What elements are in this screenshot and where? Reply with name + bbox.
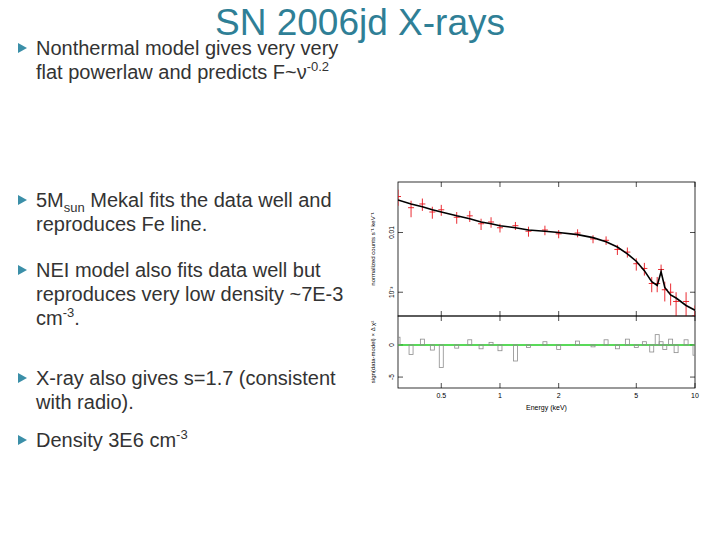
residual-bar bbox=[430, 345, 434, 350]
residual-bar bbox=[398, 337, 400, 345]
x-tick bbox=[636, 182, 637, 316]
residual-bar bbox=[455, 345, 459, 348]
residual-bar bbox=[409, 345, 413, 355]
plot-frame bbox=[398, 182, 695, 316]
y-tick bbox=[398, 292, 695, 293]
bullet-text: -3 bbox=[176, 427, 188, 442]
spectrum-chart: 10⁻³0.01normalized counts s⁻¹ keV⁻¹0.512… bbox=[0, 0, 720, 540]
x-tick-label: 0.5 bbox=[436, 392, 446, 399]
x-tick bbox=[499, 316, 500, 388]
x-tick bbox=[499, 182, 500, 316]
bullet-text: Density 3E6 cm bbox=[36, 429, 176, 451]
data-point bbox=[419, 199, 425, 211]
bullet-marker bbox=[18, 435, 27, 445]
x-tick bbox=[441, 182, 442, 316]
residual-bar bbox=[543, 342, 547, 345]
x-tick bbox=[441, 316, 442, 388]
bullet: X-ray also gives s=1.7 (consistent with … bbox=[14, 366, 354, 414]
bullet-marker bbox=[18, 43, 27, 53]
plot-frame bbox=[398, 316, 695, 388]
y-tick-label: 0 bbox=[388, 343, 395, 347]
residual-bar bbox=[684, 340, 688, 345]
x-tick-label: 5 bbox=[634, 392, 638, 399]
residual-bar bbox=[669, 339, 673, 345]
y-tick-label: -5 bbox=[388, 374, 395, 380]
bullet-text: Mekal fits the data well and reproduces … bbox=[36, 189, 332, 235]
y-tick bbox=[398, 377, 695, 378]
residual-bar bbox=[439, 345, 443, 368]
bullet-text: X-ray also gives s=1.7 (consistent with … bbox=[36, 367, 336, 413]
x-tick-label: 2 bbox=[557, 392, 561, 399]
residual-bar bbox=[576, 341, 580, 345]
bullet: Density 3E6 cm-3 bbox=[14, 428, 354, 452]
bullet: Nonthermal model gives very very flat po… bbox=[14, 36, 354, 84]
x-axis-label: Energy (keV) bbox=[526, 404, 567, 412]
y-tick-label: 10⁻³ bbox=[388, 286, 395, 298]
model-line bbox=[398, 200, 695, 310]
x-tick-label: 10 bbox=[691, 392, 699, 399]
data-point bbox=[438, 205, 444, 216]
data-point bbox=[478, 219, 484, 230]
bullet-text: -3 bbox=[63, 305, 75, 320]
data-point bbox=[398, 190, 401, 206]
data-point bbox=[525, 227, 531, 237]
residual-bar bbox=[655, 335, 659, 345]
residual-bar bbox=[650, 345, 654, 352]
residual-bar bbox=[420, 339, 424, 345]
residual-bar bbox=[674, 345, 678, 353]
residual-bar bbox=[625, 339, 629, 345]
x-tick bbox=[695, 182, 696, 316]
residual-bar bbox=[468, 340, 472, 345]
bullet-marker bbox=[18, 265, 27, 275]
residual-bar bbox=[513, 345, 517, 361]
bullet-text: . bbox=[74, 307, 80, 329]
data-point bbox=[454, 212, 460, 224]
bullet-text: NEI model also fits data well but reprod… bbox=[36, 259, 343, 329]
data-point bbox=[488, 217, 494, 228]
x-tick bbox=[558, 316, 559, 388]
bullet-text: -0.2 bbox=[307, 59, 329, 74]
x-tick bbox=[636, 316, 637, 388]
residual-bar bbox=[591, 345, 595, 347]
bullet-text: Nonthermal model gives very very flat po… bbox=[36, 37, 338, 83]
x-tick-label: 1 bbox=[498, 392, 502, 399]
residual-bar bbox=[479, 345, 483, 349]
bullet-text: sun bbox=[64, 200, 85, 215]
x-tick bbox=[558, 182, 559, 316]
residual-bar bbox=[659, 342, 663, 345]
y-axis-label: normalized counts s⁻¹ keV⁻¹ bbox=[370, 212, 376, 285]
data-point bbox=[575, 229, 581, 237]
residual-bar bbox=[489, 342, 493, 345]
plot-marks bbox=[398, 190, 695, 316]
y-tick-label: 0.01 bbox=[388, 226, 395, 239]
bullet-marker bbox=[18, 373, 27, 383]
data-point bbox=[673, 292, 679, 316]
residual-bar bbox=[634, 345, 638, 348]
residual-bar bbox=[526, 345, 530, 348]
plot-marks bbox=[398, 335, 695, 368]
data-point bbox=[467, 211, 473, 222]
bullet-marker bbox=[18, 195, 27, 205]
residual-bar bbox=[604, 340, 608, 345]
residual-bar bbox=[693, 345, 695, 355]
residual-bar bbox=[557, 345, 561, 350]
bullet-text: 5M bbox=[36, 189, 64, 211]
bullet: 5Msun Mekal fits the data well and repro… bbox=[14, 188, 354, 236]
residual-bar bbox=[615, 345, 619, 349]
y-axis-label: sign(data-model) × Δ χ² bbox=[370, 321, 376, 383]
bullet: NEI model also fits data well but reprod… bbox=[14, 258, 354, 330]
data-point bbox=[556, 230, 562, 238]
residual-bar bbox=[498, 345, 502, 351]
residual-bar bbox=[663, 345, 667, 350]
residual-bar bbox=[642, 342, 646, 345]
